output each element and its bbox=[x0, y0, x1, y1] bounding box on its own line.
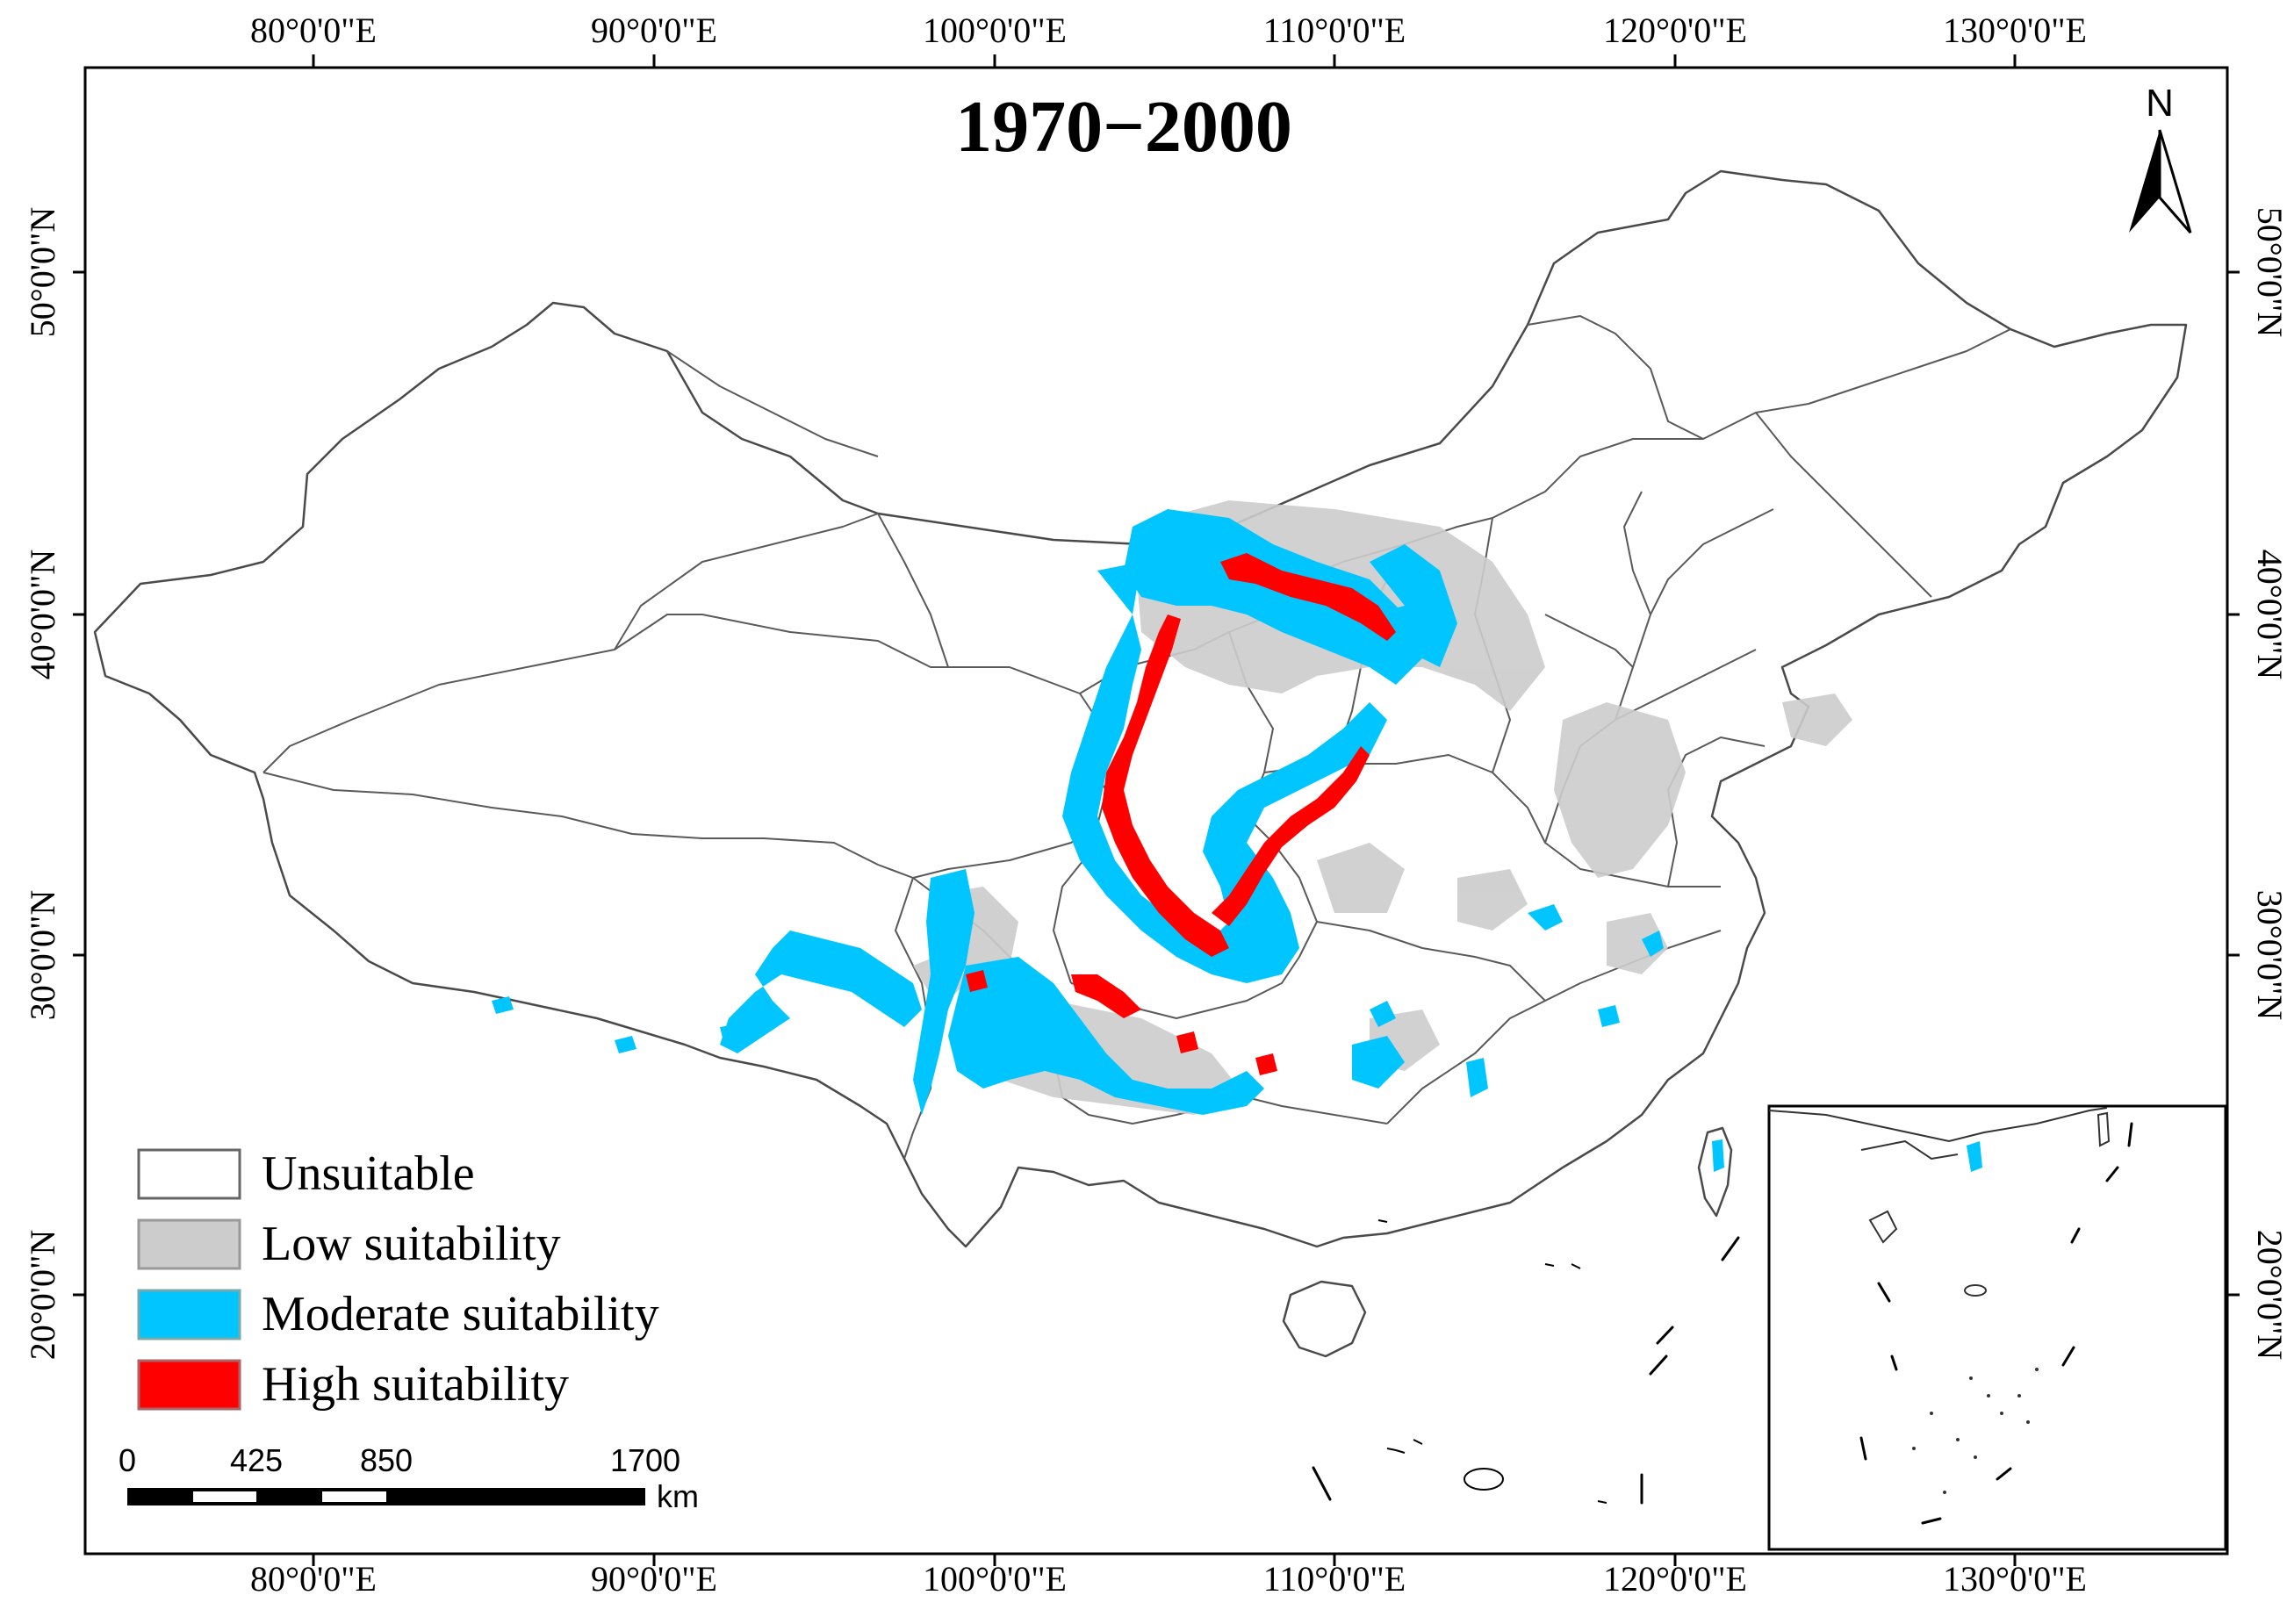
north-label: N bbox=[2146, 82, 2174, 125]
legend-label: Low suitability bbox=[262, 1217, 561, 1271]
scale-unit: km bbox=[657, 1478, 699, 1514]
lon-label-top: 80°0'0"E bbox=[250, 11, 377, 50]
lat-label-right: 20°0'0"N bbox=[2250, 1230, 2287, 1360]
legend-label: Unsuitable bbox=[262, 1146, 475, 1201]
lat-label-left: 40°0'0"N bbox=[23, 550, 62, 679]
right-latitude-labels: 50°0'0"N 40°0'0"N 30°0'0"N 20°0'0"N bbox=[2250, 207, 2287, 1360]
high-suitability-zones bbox=[966, 553, 1396, 1075]
nine-dash-line bbox=[1312, 1236, 1740, 1505]
lon-label-top: 110°0'0"E bbox=[1263, 11, 1406, 50]
scale-tick-label: 850 bbox=[360, 1442, 413, 1478]
legend-label: Moderate suitability bbox=[262, 1287, 659, 1341]
scale-tick-label: 1700 bbox=[610, 1442, 680, 1478]
hainan-island bbox=[1282, 1280, 1367, 1358]
lon-label-top: 100°0'0"E bbox=[923, 11, 1067, 50]
lat-label-left: 20°0'0"N bbox=[23, 1230, 62, 1360]
lat-label-left: 50°0'0"N bbox=[23, 207, 62, 337]
legend-swatch-unsuitable bbox=[137, 1148, 241, 1200]
scale-tick-label: 425 bbox=[230, 1442, 283, 1478]
moderate-suitability-zones bbox=[492, 509, 1982, 1172]
south-china-sea-islands bbox=[1377, 1219, 1607, 1504]
lon-label-top: 130°0'0"E bbox=[1943, 11, 2087, 50]
lon-label-top: 120°0'0"E bbox=[1603, 11, 1747, 50]
tick-marks bbox=[73, 54, 2240, 1566]
inset-map bbox=[1767, 1104, 2227, 1551]
lat-label-left: 30°0'0"N bbox=[23, 890, 62, 1020]
top-longitude-labels: 80°0'0"E 90°0'0"E 100°0'0"E 110°0'0"E 12… bbox=[250, 11, 2087, 50]
lat-label-right: 50°0'0"N bbox=[2250, 207, 2287, 337]
legend-swatch-moderate bbox=[137, 1289, 241, 1340]
lon-label-top: 90°0'0"E bbox=[591, 11, 717, 50]
scale-tick-label: 0 bbox=[119, 1442, 136, 1478]
scale-bar: 0 425 850 1700 km bbox=[119, 1442, 699, 1514]
lat-label-right: 30°0'0"N bbox=[2250, 890, 2287, 1020]
lat-label-right: 40°0'0"N bbox=[2250, 550, 2287, 679]
left-latitude-labels: 50°0'0"N 40°0'0"N 30°0'0"N 20°0'0"N bbox=[23, 207, 62, 1360]
map-title: 1970−2000 bbox=[955, 86, 1292, 168]
legend-label: High suitability bbox=[262, 1357, 569, 1412]
legend: Unsuitable Low suitability Moderate suit… bbox=[137, 1146, 659, 1412]
bottom-longitude-labels: 80°0'0"E 90°0'0"E 100°0'0"E 110°0'0"E 12… bbox=[250, 1559, 2087, 1599]
north-arrow-icon: N bbox=[2129, 82, 2192, 234]
legend-swatch-low bbox=[137, 1218, 241, 1270]
legend-swatch-high bbox=[137, 1359, 241, 1411]
map-frame bbox=[83, 66, 2229, 1556]
